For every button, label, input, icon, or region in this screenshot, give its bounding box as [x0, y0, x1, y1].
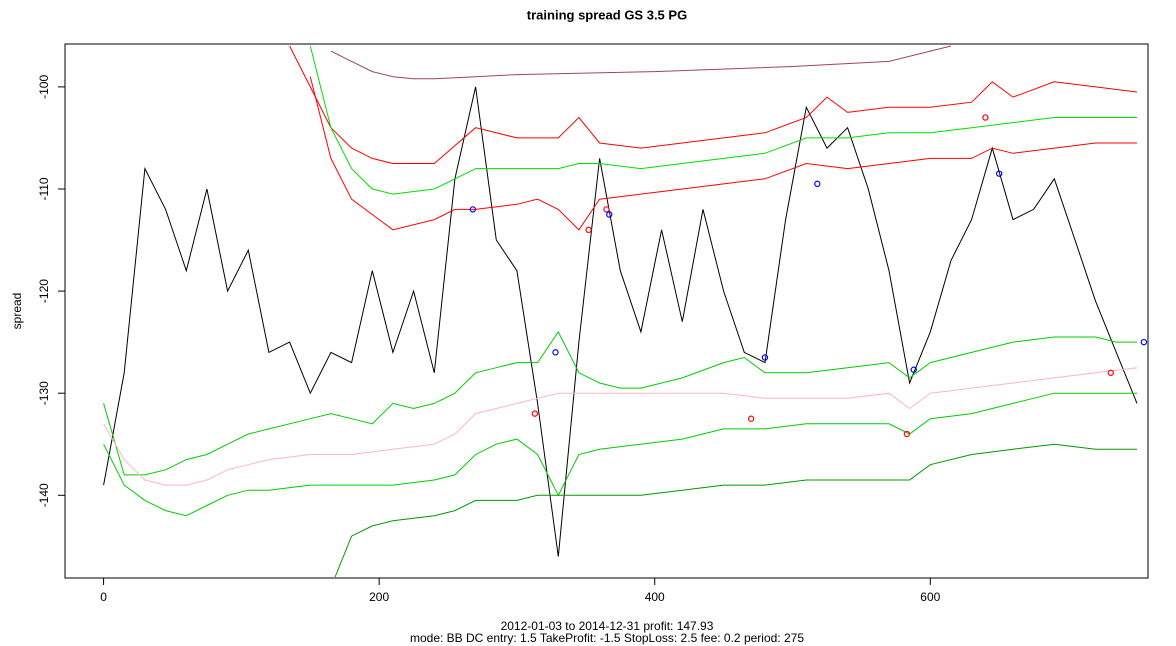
subtitle: mode: BB DC entry: 1.5 TakeProfit: -1.5 …: [410, 631, 804, 645]
series-line: [330, 45, 952, 80]
y-axis-label: spread: [10, 293, 24, 330]
marker: [1107, 369, 1114, 376]
y-tick-label: -130: [37, 381, 51, 405]
x-axis-label: 2012-01-03 to 2014-12-31 profit: 147.93: [501, 619, 714, 633]
marker: [603, 206, 610, 213]
series-line: [103, 86, 1138, 557]
y-tick-label: -110: [37, 177, 51, 200]
marker: [552, 349, 559, 356]
x-tick-label: 200: [369, 590, 389, 604]
x-tick-label: 400: [645, 590, 665, 604]
marker: [531, 410, 539, 417]
x-tick-label: 0: [100, 590, 107, 604]
series-line: [309, 45, 1137, 195]
chart-title: training spread GS 3.5 PG: [527, 7, 687, 22]
series-line: [309, 76, 1137, 231]
marker: [606, 211, 613, 218]
marker: [1140, 338, 1148, 346]
marker: [585, 226, 592, 234]
series-line: [103, 367, 1138, 486]
marker: [982, 114, 989, 121]
marker: [747, 415, 755, 422]
marker: [761, 354, 769, 361]
plot-frame: [64, 43, 1149, 579]
x-tick-label: 600: [920, 590, 940, 604]
series-line: [103, 392, 1137, 517]
series-line: [103, 330, 1137, 476]
series-line: [289, 45, 1138, 164]
marker: [814, 180, 821, 188]
marker: [903, 430, 911, 438]
plot-area: [103, 45, 1148, 578]
y-tick-label: -140: [37, 483, 51, 507]
marker: [995, 170, 1003, 177]
series-line: [334, 443, 1137, 578]
marker: [910, 366, 917, 373]
marker: [469, 206, 477, 213]
y-tick-label: -120: [37, 279, 51, 303]
y-tick-label: -100: [37, 75, 51, 99]
